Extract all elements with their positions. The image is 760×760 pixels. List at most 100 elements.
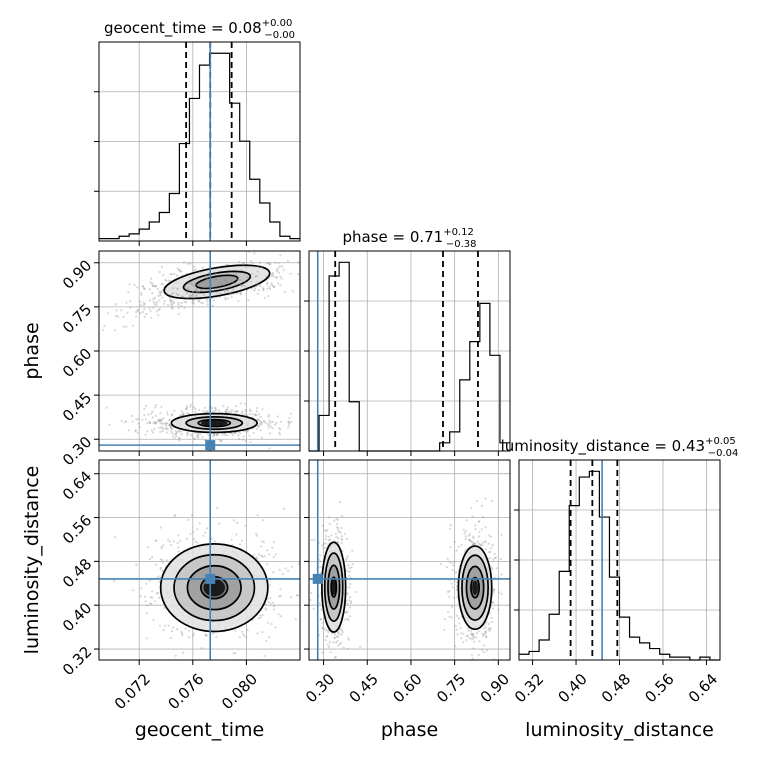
sample-point [313,263,315,265]
sample-point [143,307,146,310]
sample-point [162,274,165,277]
sample-point [270,282,273,285]
sample-point [268,553,271,556]
sample-point [122,325,125,328]
sample-point [260,540,264,543]
sample-point [278,433,282,436]
sample-point [451,586,454,589]
sample-point [164,424,168,427]
sample-point [170,430,173,433]
sample-point [135,418,138,421]
sample-point [177,301,180,304]
truth-marker [205,573,216,584]
sample-point [168,418,171,421]
sample-point [194,540,197,543]
sample-point [187,412,190,415]
sample-point [186,404,189,408]
sample-point [164,422,167,425]
sample-point [318,602,321,605]
sample-point [205,634,208,637]
sample-point [131,414,134,417]
sample-point [487,551,490,554]
sample-point [154,404,157,407]
sample-point [162,416,165,420]
sample-point [200,647,203,650]
sample-point [489,550,492,554]
sample-point [148,579,151,582]
sample-point [250,287,253,290]
sample-point [215,434,219,437]
sample-point [479,543,482,546]
sample-point [190,283,193,286]
sample-point [140,587,143,590]
sample-point [241,263,245,266]
sample-point [206,303,209,306]
sample-point [169,300,172,303]
sample-point [330,534,333,537]
sample-point [207,272,210,275]
sample-point [213,432,216,436]
sample-point [167,624,170,627]
sample-point [241,438,244,441]
sample-point [125,420,128,423]
sample-point [216,432,219,436]
hist-bin [349,402,359,451]
sample-point [256,557,259,560]
sample-point [261,555,264,558]
hist-bin [599,517,609,660]
sample-point [309,598,312,602]
sample-point [232,652,235,655]
joint-panel-phase-luminosity_distance [304,459,511,665]
sample-point [266,281,269,284]
sample-point [162,302,165,305]
sample-point [266,563,269,566]
sample-point [259,415,262,419]
sample-point [470,637,473,640]
sample-point [238,438,241,441]
sample-point [256,265,259,268]
sample-point [290,596,293,599]
sample-point [178,436,181,439]
sample-point [206,410,209,413]
sample-point [216,507,219,510]
sample-point [249,259,253,263]
sample-point [453,540,456,544]
sample-point [470,633,473,636]
sample-point [154,285,157,288]
sample-point [477,535,480,538]
sample-point [488,534,491,537]
hist-bin [609,577,619,660]
sample-point [483,633,486,636]
sample-point [226,289,230,292]
sample-point [266,283,269,286]
sample-point [212,299,215,302]
sample-point [161,561,164,564]
sample-point [263,555,266,558]
sample-point [175,435,178,438]
sample-point [255,414,258,417]
sample-point [219,292,222,295]
sample-point [189,294,192,297]
sample-point [151,284,154,287]
hist-bin [529,651,539,660]
sample-point [192,292,195,295]
sample-point [342,646,345,649]
sample-point [480,528,483,531]
sample-point [239,402,242,405]
sample-point [149,602,152,605]
sample-point [180,433,183,436]
sample-point [187,288,190,291]
sample-point [492,558,495,561]
sample-point [135,315,138,318]
sample-point [194,294,198,297]
sample-point [460,543,463,546]
sample-point [206,278,209,281]
sample-point [154,406,157,409]
sample-point [478,640,481,643]
sample-point [478,662,480,664]
sample-point [326,643,329,646]
hist-bin [270,222,280,241]
sample-point [275,421,278,425]
sample-point [275,268,278,271]
sample-point [164,427,167,430]
